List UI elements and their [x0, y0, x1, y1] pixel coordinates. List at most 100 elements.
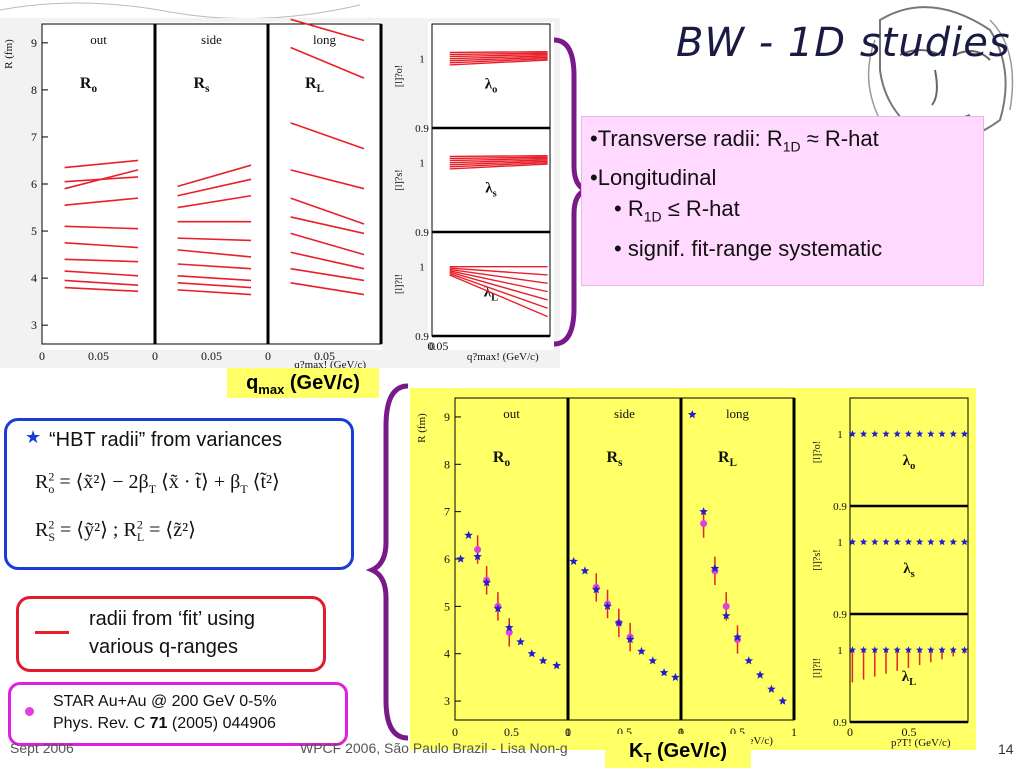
- star-marker: [625, 635, 635, 644]
- radii-y-tick-label: 5: [444, 599, 450, 613]
- radii-x-tick-label: 0: [678, 725, 684, 739]
- star-marker: [552, 661, 561, 670]
- circle-marker: [505, 628, 513, 636]
- star-marker: [580, 566, 590, 575]
- radii-x-tick-label: 0: [265, 349, 271, 363]
- radii-x-tick-label: 0.05: [314, 349, 335, 363]
- star-marker: [767, 684, 776, 693]
- panel-label-lambda-o: λo: [485, 76, 498, 95]
- lambda-star-marker: [848, 646, 856, 654]
- star-marker: [688, 410, 697, 419]
- lambda-star-marker: [904, 646, 912, 654]
- radii-y-tick-label: 6: [31, 177, 37, 191]
- bullet-r1d-le-rhat: • R1D ≤ R-hat: [614, 196, 740, 225]
- summary-bullet-box: •Transverse radii: R1D ≈ R-hat •Longitud…: [581, 116, 984, 286]
- hbt-radii-formula-box: ★ “HBT radii” from variances R2o = ⟨x̃²⟩…: [4, 418, 354, 570]
- lambda-y-tick-label: 0.9: [833, 717, 847, 729]
- radii-y-tick-label: 5: [31, 224, 37, 238]
- panel-label-RL: RL: [718, 449, 737, 469]
- lambda-fit-line: [449, 160, 548, 166]
- star-marker: [493, 604, 503, 613]
- radii-y-tick-label: 8: [444, 457, 450, 471]
- radii-y-axis-label: R (fm): [3, 39, 15, 69]
- radii-x-tick-label: 1: [791, 725, 797, 739]
- fit-range-line: [290, 122, 365, 150]
- lambda-star-marker: [893, 430, 901, 438]
- fit-legend-box: radii from ‘fit’ using various q-ranges: [16, 596, 326, 672]
- lambda-star-marker: [882, 538, 890, 546]
- fit-range-line: [64, 286, 139, 293]
- radii-y-tick-label: 4: [444, 647, 450, 661]
- fit-range-line: [64, 258, 139, 263]
- panel-label-RL: RL: [305, 75, 324, 95]
- radii-x-tick-label: 0: [152, 349, 158, 363]
- radii-x-tick-label: 0: [39, 349, 45, 363]
- panel-label-lambda-s: λs: [903, 561, 914, 580]
- radii-x-tick-label: 0.5: [504, 725, 519, 739]
- equation-r-side-long: R2S = ⟨ỹ²⟩ ; R2L = ⟨z̃²⟩: [35, 517, 196, 544]
- fit-range-line: [290, 18, 365, 42]
- lambda-star-marker: [960, 430, 969, 438]
- fit-range-line: [290, 282, 365, 296]
- panel-label-Rs: Rs: [607, 449, 624, 469]
- radii-x-tick-label: 1: [678, 725, 684, 739]
- lambda-x-tick-label: 0: [847, 725, 853, 739]
- footer-date: Sept 2006: [10, 740, 74, 756]
- lambda-y-axis-label: [l]?l!: [812, 658, 823, 678]
- fit-range-line: [290, 267, 365, 282]
- star-marker: [637, 646, 646, 655]
- lambda-fit-line: [449, 274, 548, 318]
- fit-range-line: [290, 216, 365, 235]
- lambda-y-tick-label: 1: [419, 54, 425, 66]
- bottom-model-radii-chart: R (fm) 3 4 5 6 7 8 9 out Ro 0 0.5 1 side Rs 0 0.5 1 long RL…: [410, 388, 976, 750]
- blue-star-icon: ★: [25, 427, 42, 447]
- page-number: 14: [998, 741, 1014, 757]
- star-marker: [648, 656, 657, 665]
- lambda-y-tick-label: 0.9: [833, 501, 847, 513]
- panel-label-lambda-o: λo: [903, 453, 916, 472]
- lambda-fit-line: [449, 159, 548, 164]
- bullet-fit-range-systematic: • signif. fit-range systematic: [614, 235, 883, 261]
- fit-range-line: [177, 237, 252, 242]
- lambda-star-marker: [960, 646, 969, 654]
- lambda-y-tick-label: 0.9: [833, 609, 847, 621]
- panel-title-long: long: [313, 32, 337, 47]
- lambda-fit-line: [449, 163, 548, 170]
- fit-range-line: [177, 249, 252, 258]
- fit-range-line: [290, 197, 365, 225]
- fit-range-line: [177, 289, 252, 296]
- star-marker: [505, 623, 514, 632]
- bottom-chart-background: [410, 388, 976, 750]
- lambda-star-marker: [904, 538, 912, 546]
- fit-range-line: [177, 194, 252, 209]
- star-marker: [527, 649, 537, 658]
- lambda-y-tick-label: 1: [837, 537, 843, 549]
- star-marker: [516, 637, 525, 646]
- lambda-star-marker: [882, 430, 890, 438]
- reference-line2: Phys. Rev. C 71 (2005) 044906: [53, 715, 276, 732]
- fit-range-line: [64, 225, 139, 230]
- lambda-y-tick-label: 1: [419, 262, 425, 274]
- lambda-star-marker: [927, 646, 935, 654]
- lambda-y-axis-label: [l]?o!: [812, 441, 823, 463]
- fit-range-line: [64, 197, 139, 206]
- lambda-y-tick-label: 1: [837, 429, 843, 441]
- bullet-transverse: •Transverse radii: R1D ≈ R-hat: [590, 126, 879, 155]
- lambda-y-axis-label: [l]?l!: [394, 274, 405, 294]
- fit-range-line: [177, 282, 252, 289]
- lambda-star-marker: [916, 538, 924, 546]
- lambda-star-marker: [927, 538, 935, 546]
- lambda-x-tick-label: 0: [429, 339, 435, 353]
- radii-y-tick-label: 9: [31, 36, 37, 50]
- footer-conference: WPCF 2006, São Paulo Brazil - Lisa Non-g: [300, 740, 568, 756]
- lambda-y-tick-label: 1: [419, 158, 425, 170]
- lambda-star-marker: [882, 646, 890, 654]
- star-marker: [456, 554, 465, 563]
- star-marker: [614, 618, 624, 627]
- reference-line1: STAR Au+Au @ 200 GeV 0-5%: [53, 693, 277, 710]
- radii-y-tick-label: 7: [444, 505, 450, 519]
- fit-legend-line1: radii from ‘fit’ using: [89, 608, 255, 630]
- star-marker: [659, 668, 669, 677]
- lambda-x-axis-label: q?max! (GeV/c): [467, 351, 539, 363]
